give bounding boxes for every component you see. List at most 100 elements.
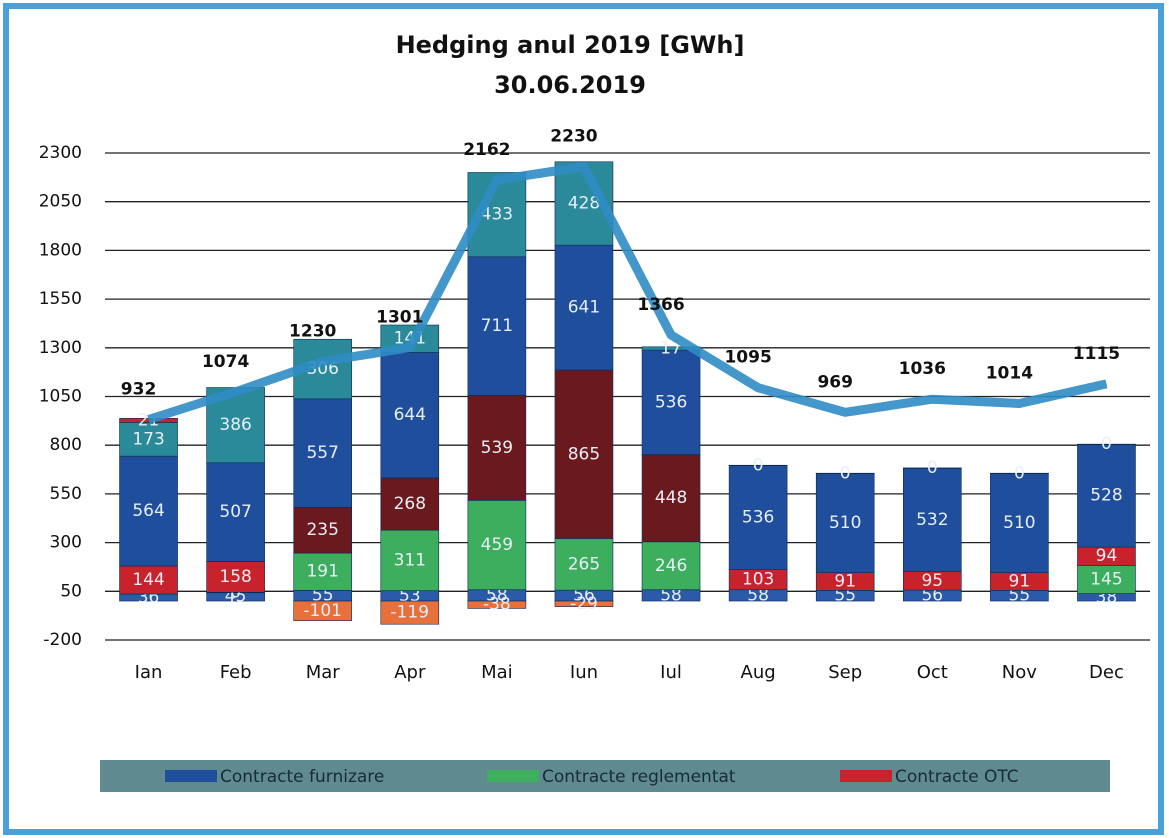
bar-segment [467,500,527,591]
bar-segment [554,244,614,371]
y-tick-label: 2300 [39,143,82,163]
x-tick-label: Oct [917,662,948,683]
data-label: 311 [394,550,426,570]
data-label: 103 [742,570,774,590]
x-tick-label: Nov [1002,662,1037,683]
data-label: 865 [568,444,600,464]
bar-segment [990,472,1049,475]
data-label: 144 [132,570,164,590]
data-label: 58 [486,585,508,605]
line-value-label: 1036 [899,359,946,379]
bar-segment [815,472,875,573]
data-label: 459 [481,535,513,555]
data-label: 91 [834,571,856,591]
x-tick-label: Iul [660,662,682,683]
bar-segment [554,369,614,539]
line-value-label: 1366 [637,295,684,315]
data-label: 55 [312,586,334,606]
data-label: 0 [927,458,938,478]
data-label: 265 [568,554,600,574]
bar-segment [554,600,614,607]
line-value-label: 1230 [289,321,336,341]
data-label: 145 [1090,570,1122,590]
y-tick-label: 550 [50,484,82,504]
y-tick-label: 1300 [39,338,82,358]
data-label: 0 [1101,434,1112,454]
bar-segment [467,600,527,609]
bar-segment [119,565,178,595]
data-label: 564 [132,501,164,521]
bar-segment [641,541,701,591]
data-label: 58 [660,585,682,605]
line-value-label: 2162 [463,140,510,160]
bar-segment [902,467,962,572]
chart-subtitle: 30.06.2019 [494,71,646,99]
data-label: 158 [219,567,251,587]
data-label: 94 [1096,546,1118,566]
data-label: 428 [568,193,600,213]
line-value-label: 1301 [376,308,423,328]
data-label: 507 [219,502,251,522]
data-label: 536 [742,507,774,527]
data-label: 0 [753,455,764,475]
bar-segment [467,395,527,501]
data-label: 641 [568,298,600,318]
x-tick-label: Feb [220,662,252,683]
y-tick-label: 1550 [39,289,82,309]
bar-segment [206,462,265,562]
data-label: 536 [655,392,687,412]
data-label: -119 [390,603,429,623]
data-label: 268 [394,494,426,514]
data-label: 644 [394,405,426,425]
x-tick-label: Mai [481,662,513,683]
bar-segment [380,352,440,479]
chart-title: Hedging anul 2019 [GWh] [396,31,745,59]
line-value-label: 1095 [724,348,771,368]
legend-label: Contracte furnizare [220,767,384,787]
line-value-label: 932 [121,379,157,399]
data-label: 711 [481,316,513,336]
bar-segment [467,256,527,396]
data-label: 55 [834,586,856,606]
bar-segment [1077,443,1136,548]
bar-segment [380,477,440,531]
bar-segment [380,600,440,625]
data-label: 448 [655,488,687,508]
bar-segment [1077,565,1136,594]
data-label: 56 [921,586,943,606]
bar-segment [554,538,614,591]
data-label: -38 [483,595,511,615]
data-label: 386 [219,415,251,435]
data-label: 539 [481,438,513,458]
y-tick-label: 50 [60,581,82,601]
data-label: 55 [1009,586,1031,606]
bar-segment [728,464,788,467]
data-label: -101 [303,601,342,621]
y-tick-label: 1800 [39,240,82,260]
bar-segment [293,600,353,622]
y-tick-label: -200 [43,630,82,650]
bar-segment [641,454,701,543]
x-tick-label: Sep [828,662,862,683]
data-label: 532 [916,510,948,530]
bar-segment [990,472,1049,573]
line-value-label: 969 [817,372,853,392]
x-tick-label: Aug [741,662,776,683]
y-tick-label: 2050 [39,192,82,212]
y-tick-label: 1050 [39,387,82,407]
bar-segment [728,464,788,570]
line [147,162,1108,424]
x-tick-label: Iun [570,662,598,683]
x-tick-label: Ian [135,662,163,683]
bar-segment [119,422,178,457]
x-tick-label: Dec [1089,662,1124,683]
legend-label: Contracte reglementat [542,767,736,787]
legend-label: Contracte OTC [895,767,1019,787]
data-label: 510 [1003,513,1035,533]
data-label: 91 [1009,571,1031,591]
data-label: 246 [655,556,687,576]
line-value-label: 1074 [202,352,249,372]
y-tick-label: 800 [50,435,82,455]
bar-segment [1077,443,1136,446]
